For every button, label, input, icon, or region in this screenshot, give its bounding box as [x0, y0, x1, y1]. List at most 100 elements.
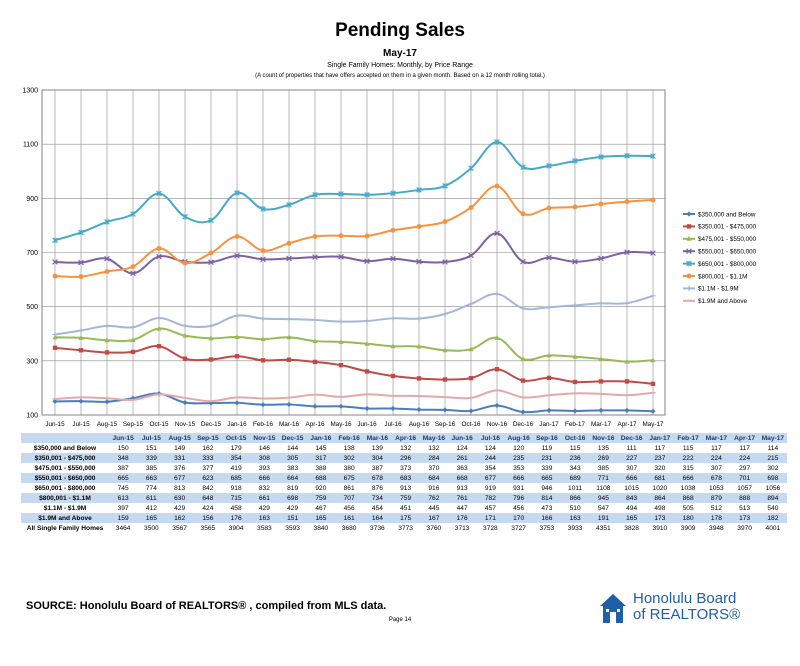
table-cell: 429 [287, 504, 299, 512]
data-point [572, 302, 578, 308]
table-cell: 269 [589, 453, 618, 463]
data-point [104, 337, 110, 343]
table-cell: 913 [456, 484, 468, 492]
table-cell: 1108 [596, 484, 611, 492]
table-cell: 3840 [313, 524, 329, 532]
table-cell: 668 [448, 473, 477, 483]
table-cell: 663 [137, 473, 166, 483]
table-cell: 388 [315, 464, 327, 472]
table-cell: 701 [730, 473, 759, 483]
data-point [52, 259, 58, 265]
table-cell: 343 [569, 464, 581, 472]
data-point [260, 358, 266, 363]
table-cell: 473 [541, 504, 553, 512]
data-point [130, 211, 136, 217]
table-column-header: Sep-16 [532, 433, 561, 443]
data-point [494, 335, 500, 340]
table-cell: 796 [504, 493, 533, 503]
table-cell: 135 [597, 444, 609, 452]
table-cell: 467 [315, 504, 327, 512]
table-cell: 445 [428, 504, 440, 512]
data-point [686, 285, 692, 291]
table-cell: 354 [222, 453, 251, 463]
table-cell: 159 [109, 513, 138, 523]
table-column-header: Mar-17 [702, 433, 731, 443]
data-point [364, 233, 370, 239]
x-tick-label: Sep-15 [123, 421, 144, 428]
x-tick-label: Oct-16 [462, 421, 481, 428]
table-cell: 151 [278, 513, 307, 523]
data-point [104, 219, 110, 225]
data-point [286, 401, 292, 408]
data-point [624, 199, 630, 205]
table-cell: 227 [617, 453, 646, 463]
table-cell: 215 [758, 453, 787, 463]
legend-label: $550,001 - $650,000 [698, 249, 757, 256]
table-cell: 771 [589, 473, 618, 483]
data-point [52, 398, 58, 405]
table-cell: 689 [561, 473, 590, 483]
table-column-header: Feb-17 [674, 433, 703, 443]
table-cell: 3680 [341, 524, 357, 532]
table-cell: 178 [702, 513, 731, 523]
table-cell: 380 [343, 464, 355, 472]
data-point [156, 190, 162, 197]
table-cell: 683 [391, 473, 420, 483]
table-cell: 182 [758, 513, 787, 523]
table-row-label: $350,001 - $475,000 [21, 453, 109, 463]
x-tick-label: Jul-16 [384, 421, 402, 428]
data-point [520, 258, 526, 265]
table-cell: 505 [682, 504, 694, 512]
logo-line-2: of REALTORS® [633, 606, 741, 623]
table-cell: 1057 [737, 484, 752, 492]
table-cell: 331 [165, 453, 194, 463]
data-point [312, 234, 318, 240]
table-column-header: Jun-15 [109, 433, 138, 443]
table-column-header: Aug-16 [504, 433, 533, 443]
table-cell: 224 [702, 453, 731, 463]
data-point [416, 315, 422, 322]
table-cell: 377 [202, 464, 214, 472]
table-cell: 3583 [257, 524, 272, 532]
data-point [598, 255, 604, 262]
data-point [546, 352, 552, 358]
data-point [494, 291, 500, 297]
table-column-header: May-16 [419, 433, 448, 443]
data-point [572, 204, 578, 210]
table-cell: 1020 [652, 484, 668, 492]
house-icon [596, 591, 630, 625]
table-cell: 385 [597, 464, 609, 472]
table-cell: 782 [476, 493, 505, 503]
table-cell: 124 [456, 444, 468, 452]
table-cell: 179 [230, 444, 242, 452]
data-point [78, 348, 84, 353]
table-cell: 3593 [285, 524, 300, 532]
table-cell: 385 [145, 464, 157, 472]
data-point [416, 406, 422, 413]
table-cell: 762 [419, 493, 448, 503]
table-cell: 665 [532, 473, 561, 483]
data-point [546, 375, 552, 381]
table-cell: 173 [730, 513, 759, 523]
data-point [78, 327, 84, 334]
data-point [260, 315, 266, 322]
table-cell: 156 [193, 513, 222, 523]
data-point [494, 402, 500, 409]
data-point [546, 205, 552, 211]
table-cell: 376 [174, 464, 186, 472]
data-point [494, 183, 500, 189]
data-point [156, 253, 162, 260]
series-line [54, 345, 654, 385]
table-cell: 1011 [568, 484, 583, 492]
legend-label: $475,001 - $550,000 [698, 236, 757, 243]
table-cell: 888 [730, 493, 759, 503]
table-cell: 3567 [172, 524, 187, 532]
table-row: $1.9M and Above 159 165 162 156 176 163 151 165 1… [21, 513, 787, 523]
data-point [364, 318, 370, 324]
table-cell: 498 [654, 504, 666, 512]
table-cell: 163 [250, 513, 279, 523]
table-cell: 393 [258, 464, 270, 472]
data-point [364, 340, 370, 346]
data-point [468, 252, 474, 259]
data-point [650, 408, 656, 414]
